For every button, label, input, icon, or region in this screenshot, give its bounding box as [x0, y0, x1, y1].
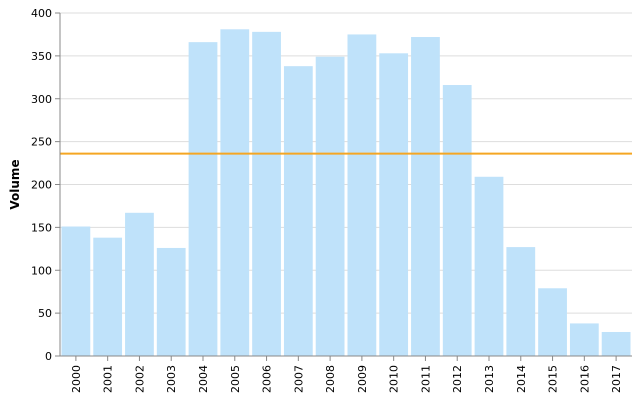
x-tick-label: 2008 [324, 365, 337, 393]
x-tick-label: 2007 [292, 365, 305, 393]
x-tick-label: 2012 [451, 365, 464, 393]
x-tick-label: 2015 [547, 365, 560, 393]
x-tick-label: 2006 [261, 365, 274, 393]
y-tick-label: 50 [38, 307, 52, 320]
x-tick-label: 2000 [70, 365, 83, 393]
bar-2010 [379, 53, 409, 357]
bar-2015 [538, 288, 567, 356]
bar-2007 [283, 66, 313, 356]
bar-2000 [61, 226, 91, 356]
y-tick-label: 250 [31, 136, 52, 149]
y-axis-title: Volume [8, 159, 22, 209]
y-tick-label: 200 [31, 179, 52, 192]
bar-2006 [252, 31, 281, 357]
y-tick-labels: 0 50 100 150 200 250 300 350 400 [31, 7, 60, 363]
x-tick-labels: 2000 2001 2002 2003 2004 2005 2006 2007 2008 2009… [70, 356, 623, 393]
bar-2003 [156, 247, 186, 356]
bar-2016 [569, 323, 599, 356]
x-tick-label: 2001 [102, 365, 115, 393]
x-tick-label: 2010 [388, 365, 401, 393]
x-tick-label: 2003 [165, 365, 178, 393]
x-tick-label: 2014 [515, 365, 528, 393]
bars [61, 29, 631, 357]
x-tick-label: 2002 [133, 365, 146, 393]
y-tick-label: 150 [31, 221, 52, 234]
x-tick-label: 2009 [356, 365, 369, 393]
bar-2005 [220, 29, 250, 356]
y-tick-label: 100 [31, 264, 52, 277]
y-tick-label: 300 [31, 93, 52, 106]
y-tick-label: 350 [31, 50, 52, 63]
y-tick-label: 0 [45, 350, 52, 363]
x-tick-label: 2011 [419, 365, 432, 393]
x-tick-label: 2016 [578, 365, 591, 393]
bar-2008 [315, 56, 345, 357]
bar-2004 [188, 42, 218, 356]
bar-2012 [442, 85, 472, 356]
bar-2014 [506, 247, 536, 356]
bar-2011 [411, 37, 440, 356]
x-tick-label: 2005 [229, 365, 242, 393]
bar-2013 [474, 176, 504, 356]
gridlines [60, 12, 632, 357]
bar-2001 [93, 237, 123, 356]
bar-2017 [601, 331, 631, 356]
y-tick-label: 400 [31, 7, 52, 20]
bar-2002 [125, 212, 154, 356]
x-tick-label: 2013 [483, 365, 496, 393]
x-tick-label: 2004 [197, 365, 210, 393]
bar-2009 [347, 34, 377, 356]
x-tick-label: 2017 [610, 365, 623, 393]
